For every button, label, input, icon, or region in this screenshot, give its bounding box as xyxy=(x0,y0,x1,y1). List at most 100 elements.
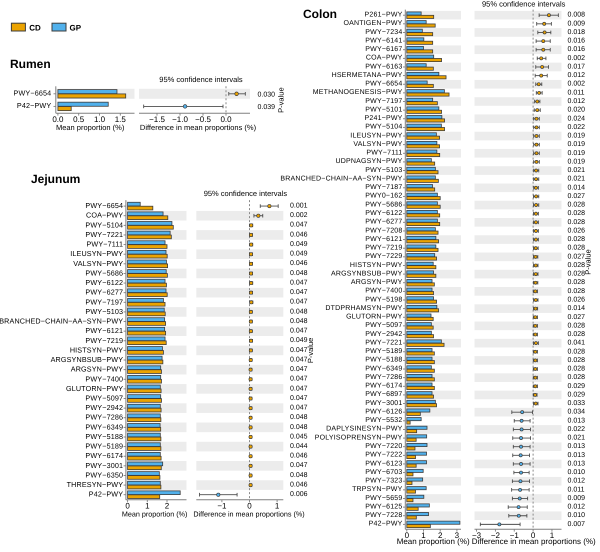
svg-text:PWY−6167: PWY−6167 xyxy=(365,46,402,53)
svg-text:0.028: 0.028 xyxy=(568,288,586,295)
svg-text:0.039: 0.039 xyxy=(258,104,276,111)
svg-text:PWY−7228: PWY−7228 xyxy=(365,512,402,519)
svg-text:1: 1 xyxy=(275,501,280,510)
svg-text:PWY−5104: PWY−5104 xyxy=(365,124,402,131)
svg-text:PWY−6121: PWY−6121 xyxy=(365,236,402,243)
svg-text:0.021: 0.021 xyxy=(568,435,586,442)
svg-text:THRESYN−PWY: THRESYN−PWY xyxy=(67,480,124,489)
svg-text:PWY−7229: PWY−7229 xyxy=(365,253,402,260)
svg-text:P42−PWY: P42−PWY xyxy=(17,101,51,110)
svg-text:PWY−5101: PWY−5101 xyxy=(365,106,402,113)
svg-text:0.048: 0.048 xyxy=(290,424,308,431)
svg-text:95% confidence intervals: 95% confidence intervals xyxy=(204,189,288,198)
svg-text:0.047: 0.047 xyxy=(290,395,308,402)
svg-text:0.028: 0.028 xyxy=(568,366,586,373)
svg-text:Rumen: Rumen xyxy=(10,57,51,71)
svg-text:BRANCHED−CHAIN−AA−SYN−PWY: BRANCHED−CHAIN−AA−SYN−PWY xyxy=(0,317,123,326)
svg-text:1.0: 1.0 xyxy=(94,115,106,124)
svg-text:0.028: 0.028 xyxy=(568,279,586,286)
svg-text:0.024: 0.024 xyxy=(568,115,586,122)
svg-text:DTDPRHAMSYN−PWY: DTDPRHAMSYN−PWY xyxy=(325,305,402,312)
svg-text:0.028: 0.028 xyxy=(568,322,586,329)
svg-text:0.021: 0.021 xyxy=(568,167,586,174)
svg-text:ARGSYN−PWY: ARGSYN−PWY xyxy=(71,365,123,374)
svg-text:PWY−7187: PWY−7187 xyxy=(365,184,402,191)
svg-text:0.017: 0.017 xyxy=(568,63,586,70)
svg-text:PWY−7208: PWY−7208 xyxy=(365,227,402,234)
svg-text:PWY−6654: PWY−6654 xyxy=(365,81,402,88)
svg-text:PWY−7234: PWY−7234 xyxy=(365,29,402,36)
svg-text:−1.5: −1.5 xyxy=(149,115,165,124)
svg-text:0.028: 0.028 xyxy=(568,374,586,381)
svg-text:0.028: 0.028 xyxy=(568,262,586,269)
svg-text:PWY−5103: PWY−5103 xyxy=(365,167,402,174)
svg-text:0.047: 0.047 xyxy=(290,366,308,373)
svg-text:0.028: 0.028 xyxy=(568,331,586,338)
svg-text:VALSYN−PWY: VALSYN−PWY xyxy=(73,259,123,268)
svg-text:PWY−6897: PWY−6897 xyxy=(365,391,402,398)
svg-text:0.0: 0.0 xyxy=(220,115,232,124)
svg-text:P261−PWY: P261−PWY xyxy=(365,12,403,19)
svg-text:−1: −1 xyxy=(217,501,227,510)
svg-text:GP: GP xyxy=(70,23,82,32)
svg-text:DAPLYSINESYN−PWY: DAPLYSINESYN−PWY xyxy=(326,426,403,433)
svg-text:0.013: 0.013 xyxy=(568,452,586,459)
svg-text:PWY−7323: PWY−7323 xyxy=(365,478,402,485)
svg-text:PWY−6121: PWY−6121 xyxy=(85,326,123,335)
svg-text:Jejunum: Jejunum xyxy=(31,172,80,186)
svg-text:0.028: 0.028 xyxy=(568,271,586,278)
svg-text:Mean proportion (%): Mean proportion (%) xyxy=(397,537,470,546)
svg-text:0.016: 0.016 xyxy=(568,38,586,45)
svg-text:0.026: 0.026 xyxy=(568,227,586,234)
svg-text:Mean proportion (%): Mean proportion (%) xyxy=(122,509,188,518)
svg-text:PWY−6703: PWY−6703 xyxy=(365,469,402,476)
svg-text:0.022: 0.022 xyxy=(568,124,586,131)
svg-text:0.019: 0.019 xyxy=(568,141,586,148)
svg-text:METHANOGENESIS−PWY: METHANOGENESIS−PWY xyxy=(313,89,403,96)
svg-text:0.044: 0.044 xyxy=(290,443,308,450)
svg-text:PWY−5686: PWY−5686 xyxy=(85,268,123,277)
svg-text:0.018: 0.018 xyxy=(568,29,586,36)
svg-text:0.019: 0.019 xyxy=(568,150,586,157)
svg-text:3: 3 xyxy=(455,531,460,540)
svg-text:PWY−7111: PWY−7111 xyxy=(366,150,402,157)
svg-text:0.049: 0.049 xyxy=(290,251,308,258)
svg-text:0.046: 0.046 xyxy=(290,453,308,460)
svg-text:ILEUSYN−PWY: ILEUSYN−PWY xyxy=(350,132,402,139)
svg-text:HISTSYN−PWY: HISTSYN−PWY xyxy=(350,262,403,269)
svg-text:PWY−6349: PWY−6349 xyxy=(85,422,123,431)
svg-text:Difference in mean proportions: Difference in mean proportions (%) xyxy=(140,123,257,132)
svg-text:0.012: 0.012 xyxy=(568,478,586,485)
svg-text:0.019: 0.019 xyxy=(568,133,586,140)
svg-text:0.047: 0.047 xyxy=(290,328,308,335)
svg-text:ARGSYNBSUB−PWY: ARGSYNBSUB−PWY xyxy=(331,270,403,277)
svg-text:0.016: 0.016 xyxy=(568,46,586,53)
svg-text:−1.0: −1.0 xyxy=(172,115,188,124)
svg-text:0.029: 0.029 xyxy=(568,391,586,398)
svg-text:1.5: 1.5 xyxy=(115,115,127,124)
svg-text:−2: −2 xyxy=(491,531,501,540)
svg-text:0.009: 0.009 xyxy=(568,495,586,502)
svg-text:0.028: 0.028 xyxy=(568,202,586,209)
svg-text:0.046: 0.046 xyxy=(290,231,308,238)
svg-text:0.028: 0.028 xyxy=(568,245,586,252)
svg-text:GLUTORN−PWY: GLUTORN−PWY xyxy=(66,384,123,393)
svg-text:0.012: 0.012 xyxy=(568,504,586,511)
svg-text:PWY−5097: PWY−5097 xyxy=(85,394,123,403)
svg-text:PWY0−162: PWY0−162 xyxy=(365,193,402,200)
svg-text:0.028: 0.028 xyxy=(568,219,586,226)
svg-text:0.028: 0.028 xyxy=(568,357,586,364)
svg-text:0.048: 0.048 xyxy=(290,308,308,315)
svg-text:PWY−5686: PWY−5686 xyxy=(365,201,402,208)
svg-text:PWY−7222: PWY−7222 xyxy=(365,452,402,459)
svg-text:UDPNAGSYN−PWY: UDPNAGSYN−PWY xyxy=(336,158,403,165)
svg-text:PWY−6174: PWY−6174 xyxy=(365,383,402,390)
svg-text:0.047: 0.047 xyxy=(290,376,308,383)
svg-text:0.047: 0.047 xyxy=(290,356,308,363)
svg-text:0.002: 0.002 xyxy=(568,81,586,88)
svg-text:0.008: 0.008 xyxy=(568,12,586,19)
svg-text:PWY−5188: PWY−5188 xyxy=(85,432,123,441)
svg-text:PWY−6125: PWY−6125 xyxy=(365,503,402,510)
svg-text:P42−PWY: P42−PWY xyxy=(369,521,403,528)
svg-text:PWY−5659: PWY−5659 xyxy=(365,495,402,502)
